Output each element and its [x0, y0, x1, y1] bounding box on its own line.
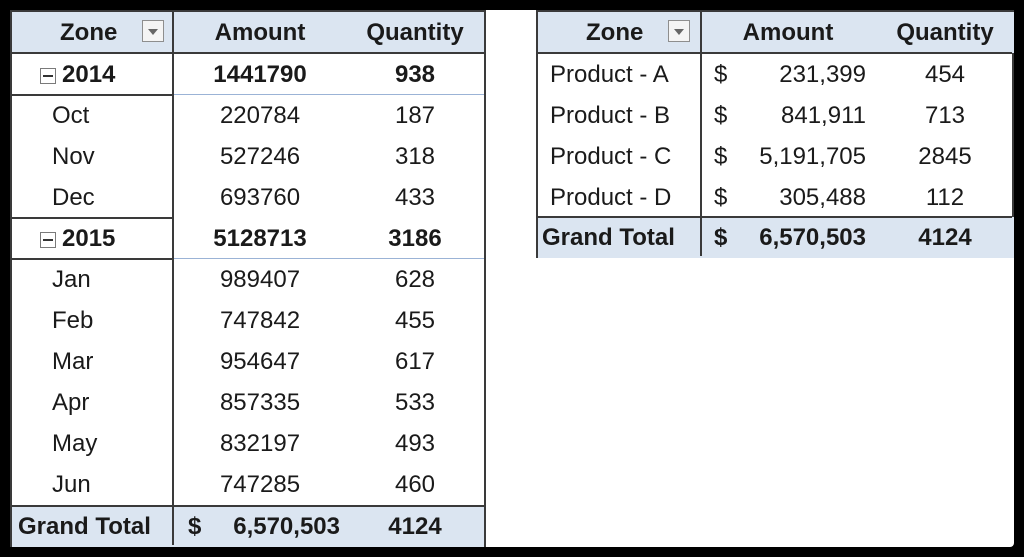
grand-total-label: Grand Total: [542, 217, 700, 258]
collapse-minus-icon[interactable]: [40, 232, 56, 248]
currency-cell: $: [714, 102, 728, 129]
month-row: Dec 693760 433: [12, 177, 484, 218]
amount-cell: 857335: [219, 389, 301, 416]
month-row: May 832197 493: [12, 423, 484, 464]
quantity-cell: 713: [924, 102, 966, 129]
quantity-cell: 433: [394, 184, 436, 211]
amount-cell: 305,488: [779, 184, 866, 211]
row-label: Product - B: [550, 102, 671, 129]
month-row: Feb 747842 455: [12, 300, 484, 341]
amount-cell: 220784: [219, 102, 301, 129]
row-label: Oct: [52, 102, 90, 129]
amount-cell: 832197: [219, 430, 301, 457]
row-label: 2015: [62, 225, 116, 252]
grand-total-row: Grand Total $ 6,570,503 4124: [538, 217, 1014, 258]
grand-total-quantity: 4124: [876, 217, 1014, 258]
quantity-cell: 617: [394, 348, 436, 375]
amount-cell: 989407: [219, 266, 301, 293]
zone-header: Zone: [12, 12, 174, 53]
quantity-cell: 3186: [388, 225, 442, 252]
zone-header-label: Zone: [60, 19, 118, 46]
zone-header-label: Zone: [586, 19, 644, 46]
row-label: May: [52, 430, 98, 457]
quantity-cell: 455: [394, 307, 436, 334]
year-group-row: 2014 1441790 938: [12, 54, 484, 95]
amount-cell: 954647: [219, 348, 301, 375]
row-label: Product - D: [550, 184, 672, 211]
product-row: Product - C $5,191,705 2845: [538, 136, 1012, 177]
product-row: Product - D $305,488 112: [538, 177, 1012, 218]
amount-cell: 5,191,705: [759, 143, 866, 170]
month-row: Jan 989407 628: [12, 259, 484, 300]
amount-cell: 747285: [219, 471, 301, 498]
dropdown-arrow-icon[interactable]: [142, 20, 164, 42]
quantity-cell: 318: [394, 143, 436, 170]
grand-total-label: Grand Total: [18, 506, 174, 547]
row-label: Feb: [52, 307, 94, 334]
product-row: Product - A $231,399 454: [538, 54, 1012, 95]
row-label: Dec: [52, 184, 95, 211]
row-label: Nov: [52, 143, 95, 170]
quantity-cell: 187: [394, 102, 436, 129]
month-row: Oct 220784 187: [12, 95, 484, 136]
quantity-cell: 112: [925, 184, 965, 211]
quantity-cell: 533: [394, 389, 436, 416]
month-row: Mar 954647 617: [12, 341, 484, 382]
grand-total-amount: 6,570,503: [734, 217, 866, 258]
product-row: Product - B $841,911 713: [538, 95, 1012, 136]
amount-cell: 527246: [219, 143, 301, 170]
row-label: Product - C: [550, 143, 672, 170]
amount-header: Amount: [700, 12, 876, 53]
currency-cell: $: [714, 143, 728, 170]
grand-total-currency: $: [714, 217, 734, 258]
dropdown-arrow-icon[interactable]: [668, 20, 690, 42]
row-label: Apr: [52, 389, 90, 416]
row-label: Jun: [52, 471, 91, 498]
quantity-cell: 460: [394, 471, 436, 498]
amount-header: Amount: [174, 12, 346, 53]
pivot-table-by-product: Zone Amount Quantity Product - A $231,399…: [536, 10, 1014, 258]
screenshot-frame: Zone Amount Quantity 2014 1441790 938 Oct 22…: [10, 10, 1014, 547]
amount-cell: 5128713: [213, 225, 307, 252]
month-row: Jun 747285 460: [12, 464, 484, 505]
quantity-header: Quantity: [876, 12, 1014, 53]
grand-total-amount: 6,570,503: [208, 506, 340, 547]
row-label: Product - A: [550, 61, 669, 88]
quantity-cell: 938: [394, 61, 436, 88]
pivot-table-by-month: Zone Amount Quantity 2014 1441790 938 Oct 22…: [10, 10, 486, 547]
grand-total-quantity: 4124: [346, 506, 484, 547]
pivot-header-row: Zone Amount Quantity: [538, 12, 1014, 53]
row-label: Mar: [52, 348, 94, 375]
grand-total-row: Grand Total $ 6,570,503 4124: [12, 506, 484, 547]
row-label: Jan: [52, 266, 91, 293]
amount-cell: 231,399: [779, 61, 866, 88]
quantity-header: Quantity: [346, 12, 484, 53]
amount-cell: 1441790: [213, 61, 307, 88]
currency-cell: $: [714, 61, 728, 88]
pivot-header-row: Zone Amount Quantity: [12, 12, 484, 53]
quantity-cell: 628: [394, 266, 436, 293]
amount-cell: 841,911: [781, 102, 866, 129]
quantity-cell: 2845: [918, 143, 972, 170]
quantity-cell: 493: [394, 430, 436, 457]
quantity-cell: 454: [924, 61, 966, 88]
currency-cell: $: [714, 184, 728, 211]
row-label: 2014: [62, 61, 116, 88]
amount-cell: 693760: [219, 184, 301, 211]
month-row: Apr 857335 533: [12, 382, 484, 423]
year-group-row: 2015 5128713 3186: [12, 218, 484, 259]
collapse-minus-icon[interactable]: [40, 68, 56, 84]
amount-cell: 747842: [219, 307, 301, 334]
month-row: Nov 527246 318: [12, 136, 484, 177]
zone-header: Zone: [538, 12, 700, 53]
grand-total-currency: $: [188, 506, 208, 547]
